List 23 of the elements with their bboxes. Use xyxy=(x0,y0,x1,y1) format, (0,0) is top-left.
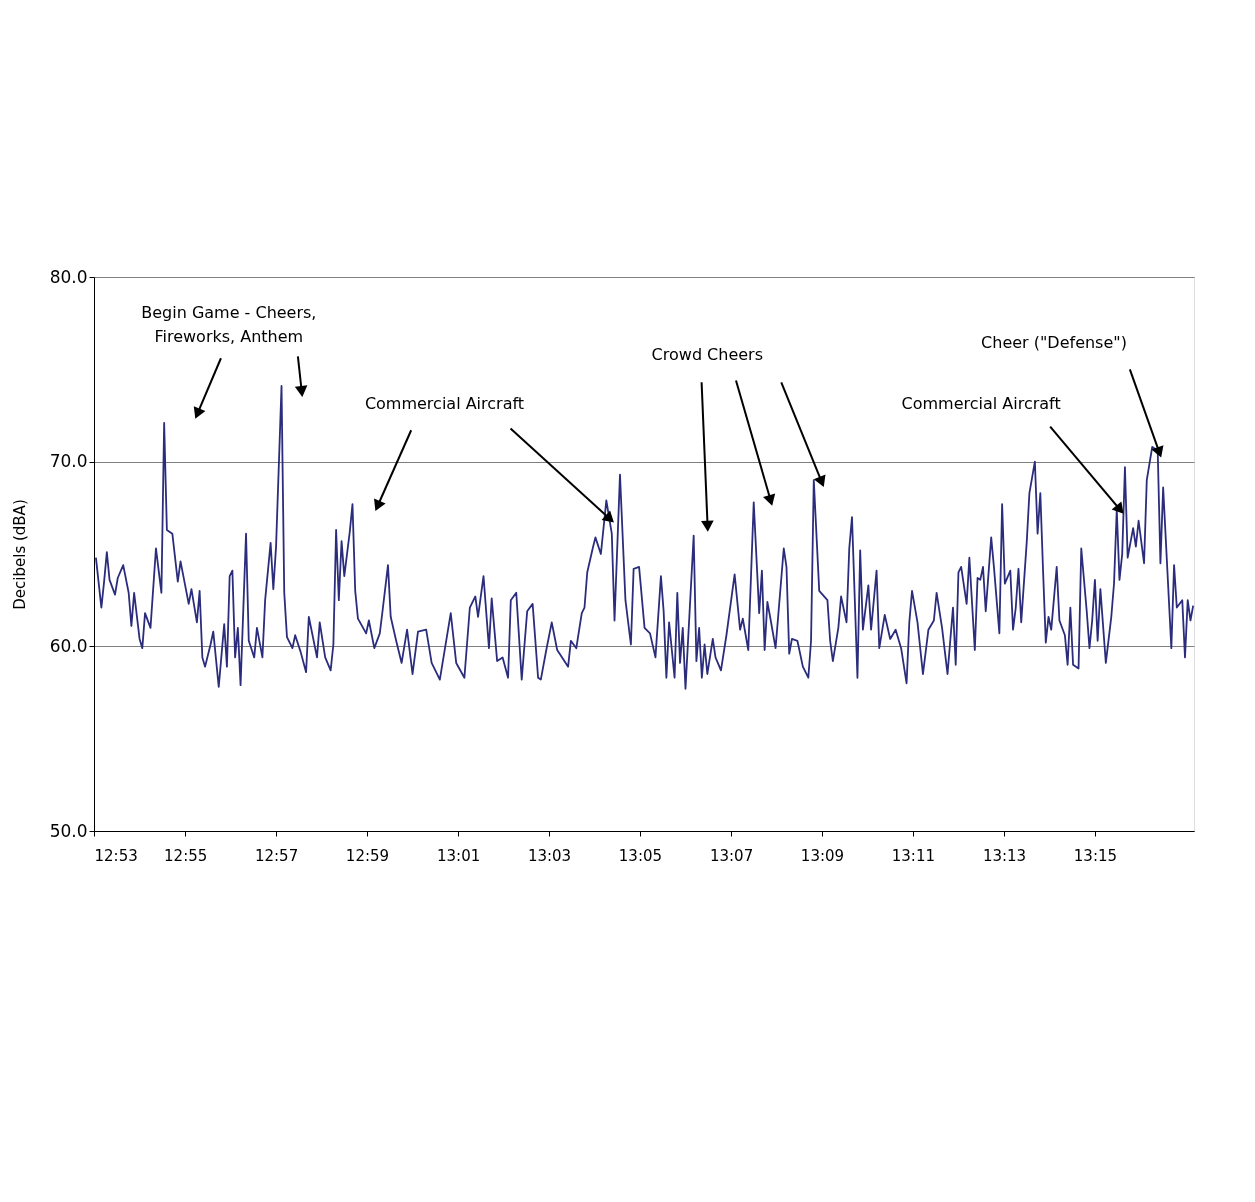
y-tick-label: 80.0 xyxy=(49,266,88,287)
x-tick-label: 13:07 xyxy=(709,846,754,865)
annotation: Cheer ("Defense") xyxy=(981,333,1127,353)
y-axis-title: Decibels (dBA) xyxy=(10,499,29,610)
x-tick-label: 13:13 xyxy=(982,846,1027,865)
annotation: Commercial Aircraft xyxy=(364,394,525,414)
x-tick-label: 13:05 xyxy=(618,846,663,865)
x-tick-label: 13:09 xyxy=(800,846,845,865)
line-series xyxy=(95,385,1195,690)
x-tick-label: 12:55 xyxy=(164,846,208,865)
annotation: Crowd Cheers xyxy=(651,344,764,364)
x-tick-label: 13:03 xyxy=(527,846,572,865)
x-tick-label: 13:11 xyxy=(891,846,935,865)
y-tick-label: 50.0 xyxy=(49,820,88,841)
annotation: Commercial Aircraft xyxy=(901,394,1061,414)
x-tick-label: 12:59 xyxy=(345,846,390,865)
y-tick-label: 70.0 xyxy=(49,451,88,472)
x-tick-label: 13:01 xyxy=(437,846,481,865)
annotation: Begin Game - Cheers, Fireworks, Anthem xyxy=(141,303,317,347)
y-tick-label: 60.0 xyxy=(49,635,88,656)
x-tick-label: 13:15 xyxy=(1073,846,1118,865)
x-tick-label: 12:57 xyxy=(254,846,299,865)
x-tick-label: 12:53 xyxy=(94,846,138,865)
